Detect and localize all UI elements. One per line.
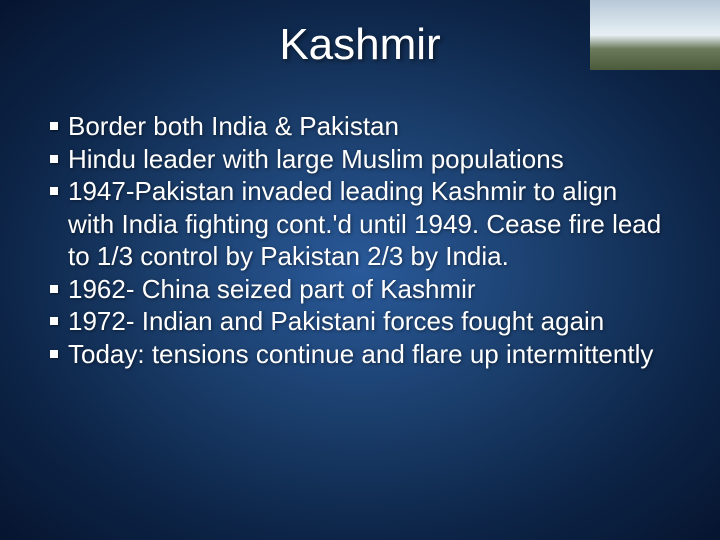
bullet-item: Hindu leader with large Muslim populatio… xyxy=(50,143,670,176)
slide-container: Kashmir Border both India & Pakistan Hin… xyxy=(0,0,720,540)
bullet-item: 1962- China seized part of Kashmir xyxy=(50,273,670,306)
bullet-item: Border both India & Pakistan xyxy=(50,110,670,143)
bullet-item: 1972- Indian and Pakistani forces fought… xyxy=(50,305,670,338)
slide-body: Border both India & Pakistan Hindu leade… xyxy=(50,110,670,370)
bullet-item: 1947-Pakistan invaded leading Kashmir to… xyxy=(50,175,670,273)
bullet-item: Today: tensions continue and flare up in… xyxy=(50,338,670,371)
slide-title: Kashmir xyxy=(0,20,720,70)
